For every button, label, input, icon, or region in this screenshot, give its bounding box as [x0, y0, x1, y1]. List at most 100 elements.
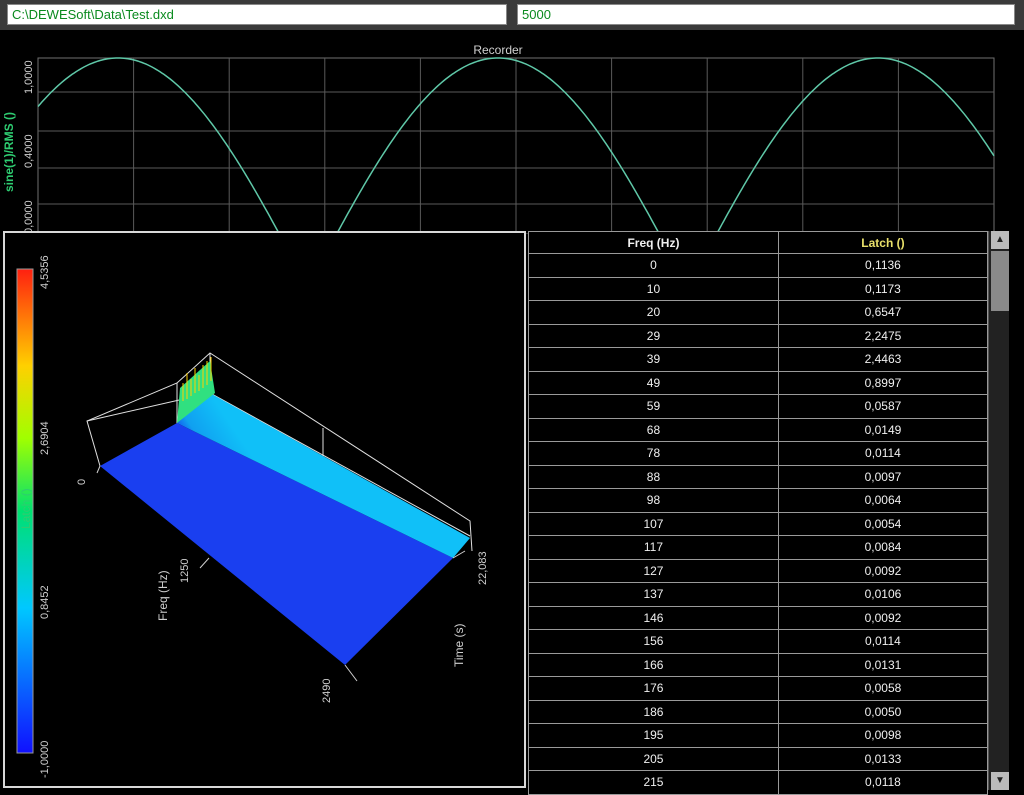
vertical-scrollbar[interactable]: ▲ ▼	[988, 231, 1009, 790]
cell-freq: 176	[528, 676, 779, 701]
table-row[interactable]: 176 0,0058	[528, 676, 989, 701]
table-row[interactable]: 186 0,0050	[528, 699, 989, 724]
spectrogram-peak-region	[177, 361, 215, 423]
cell-latch: 2,4463	[777, 347, 989, 372]
colorbar-tick-3: 0,8452	[39, 585, 51, 619]
cell-latch: 0,0114	[777, 441, 989, 466]
spectrogram-panel[interactable]: Latch () 4,5356 2,6904 0,8452 -1,0000	[3, 231, 526, 788]
table-row[interactable]: 39 2,4463	[528, 347, 989, 372]
freq-axis-label: Freq (Hz)	[156, 570, 170, 621]
colorbar-tick-1: 4,5356	[39, 255, 51, 289]
table-row[interactable]: 146 0,0092	[528, 605, 989, 630]
table-body: 0 0,1136 10 0,1173 20 0,6547 29 2,2475 39 2,4463 4…	[528, 253, 989, 795]
spectrogram-plot: Latch () 4,5356 2,6904 0,8452 -1,0000	[16, 255, 489, 778]
table-row[interactable]: 88 0,0097	[528, 464, 989, 489]
cell-freq: 195	[528, 723, 779, 748]
cell-freq: 107	[528, 511, 779, 536]
table-row[interactable]: 49 0,8997	[528, 370, 989, 395]
cell-freq: 49	[528, 370, 779, 395]
scroll-up-button[interactable]: ▲	[991, 231, 1009, 249]
cell-latch: 0,0064	[777, 488, 989, 513]
table-row[interactable]: 59 0,0587	[528, 394, 989, 419]
cell-latch: 0,0114	[777, 629, 989, 654]
recorder-chart: Recorder sine(1)/RMS () 1,0000 0,4000 0,…	[2, 43, 995, 234]
column-header-latch[interactable]: Latch ()	[777, 231, 989, 254]
cell-latch: 2,2475	[777, 323, 989, 348]
colorbar-label: Latch ()	[19, 488, 33, 529]
cell-freq: 117	[528, 535, 779, 560]
scroll-thumb[interactable]	[991, 251, 1009, 311]
spectrogram-axis-ticks	[96, 465, 466, 682]
column-header-freq[interactable]: Freq (Hz)	[528, 231, 779, 254]
cell-freq: 68	[528, 417, 779, 442]
recorder-tick-1: 1,0000	[23, 60, 35, 94]
cell-freq: 146	[528, 605, 779, 630]
data-table-panel: Freq (Hz) Latch () 0 0,1136 10 0,1173 20 0,65…	[528, 231, 1024, 795]
cell-latch: 0,0149	[777, 417, 989, 442]
table-row[interactable]: 29 2,2475	[528, 323, 989, 348]
table-row[interactable]: 20 0,6547	[528, 300, 989, 325]
cell-freq: 59	[528, 394, 779, 419]
table-row[interactable]: 195 0,0098	[528, 723, 989, 748]
cell-freq: 29	[528, 323, 779, 348]
time-axis-label: Time (s)	[452, 623, 466, 667]
scroll-down-button[interactable]: ▼	[991, 772, 1009, 790]
table-row[interactable]: 205 0,0133	[528, 746, 989, 771]
table-row[interactable]: 78 0,0114	[528, 441, 989, 466]
cell-freq: 156	[528, 629, 779, 654]
cell-freq: 166	[528, 652, 779, 677]
cell-latch: 0,0084	[777, 535, 989, 560]
cell-latch: 0,0118	[777, 770, 989, 795]
spectrogram-frame	[86, 352, 473, 552]
cell-freq: 88	[528, 464, 779, 489]
cell-freq: 0	[528, 253, 779, 278]
cell-latch: 0,0131	[777, 652, 989, 677]
data-table: Freq (Hz) Latch () 0 0,1136 10 0,1173 20 0,65…	[528, 231, 989, 795]
table-row[interactable]: 156 0,0114	[528, 629, 989, 654]
table-row[interactable]: 137 0,0106	[528, 582, 989, 607]
value-field[interactable]: 5000	[517, 4, 1015, 25]
recorder-ylabel: sine(1)/RMS ()	[2, 112, 16, 192]
file-path-field[interactable]: C:\DEWESoft\Data\Test.dxd	[7, 4, 507, 25]
cell-latch: 0,0098	[777, 723, 989, 748]
cell-latch: 0,1173	[777, 276, 989, 301]
cell-latch: 0,0058	[777, 676, 989, 701]
cell-latch: 0,0106	[777, 582, 989, 607]
time-tick-1: 22,083	[477, 551, 489, 585]
cell-freq: 205	[528, 746, 779, 771]
cell-latch: 0,0054	[777, 511, 989, 536]
cell-freq: 137	[528, 582, 779, 607]
table-row[interactable]: 166 0,0131	[528, 652, 989, 677]
sine-trace	[37, 57, 995, 234]
cell-freq: 215	[528, 770, 779, 795]
recorder-grid	[38, 58, 994, 234]
spectrogram-floor	[100, 423, 453, 665]
table-row[interactable]: 107 0,0054	[528, 511, 989, 536]
freq-tick-2: 1250	[179, 559, 191, 583]
cell-freq: 186	[528, 699, 779, 724]
recorder-tick-3: 0,0000	[23, 200, 35, 234]
cell-freq: 78	[528, 441, 779, 466]
spectrogram-peaks	[182, 357, 212, 401]
cell-latch: 0,0587	[777, 394, 989, 419]
cell-latch: 0,0092	[777, 558, 989, 583]
table-row[interactable]: 117 0,0084	[528, 535, 989, 560]
cell-latch: 0,0133	[777, 746, 989, 771]
cell-freq: 98	[528, 488, 779, 513]
cell-latch: 0,0092	[777, 605, 989, 630]
cell-latch: 0,6547	[777, 300, 989, 325]
table-row[interactable]: 127 0,0092	[528, 558, 989, 583]
spectrogram-ridge	[177, 393, 470, 558]
table-row[interactable]: 98 0,0064	[528, 488, 989, 513]
freq-tick-1: 0	[76, 479, 88, 485]
cell-latch: 0,1136	[777, 253, 989, 278]
table-row[interactable]: 10 0,1173	[528, 276, 989, 301]
colorbar-tick-2: 2,6904	[39, 421, 51, 455]
colorbar	[16, 268, 34, 754]
colorbar-tick-4: -1,0000	[39, 741, 51, 778]
table-row[interactable]: 68 0,0149	[528, 417, 989, 442]
top-toolbar: C:\DEWESoft\Data\Test.dxd 5000	[0, 0, 1024, 30]
table-row[interactable]: 215 0,0118	[528, 770, 989, 795]
table-row[interactable]: 0 0,1136	[528, 253, 989, 278]
freq-tick-3: 2490	[321, 679, 333, 703]
